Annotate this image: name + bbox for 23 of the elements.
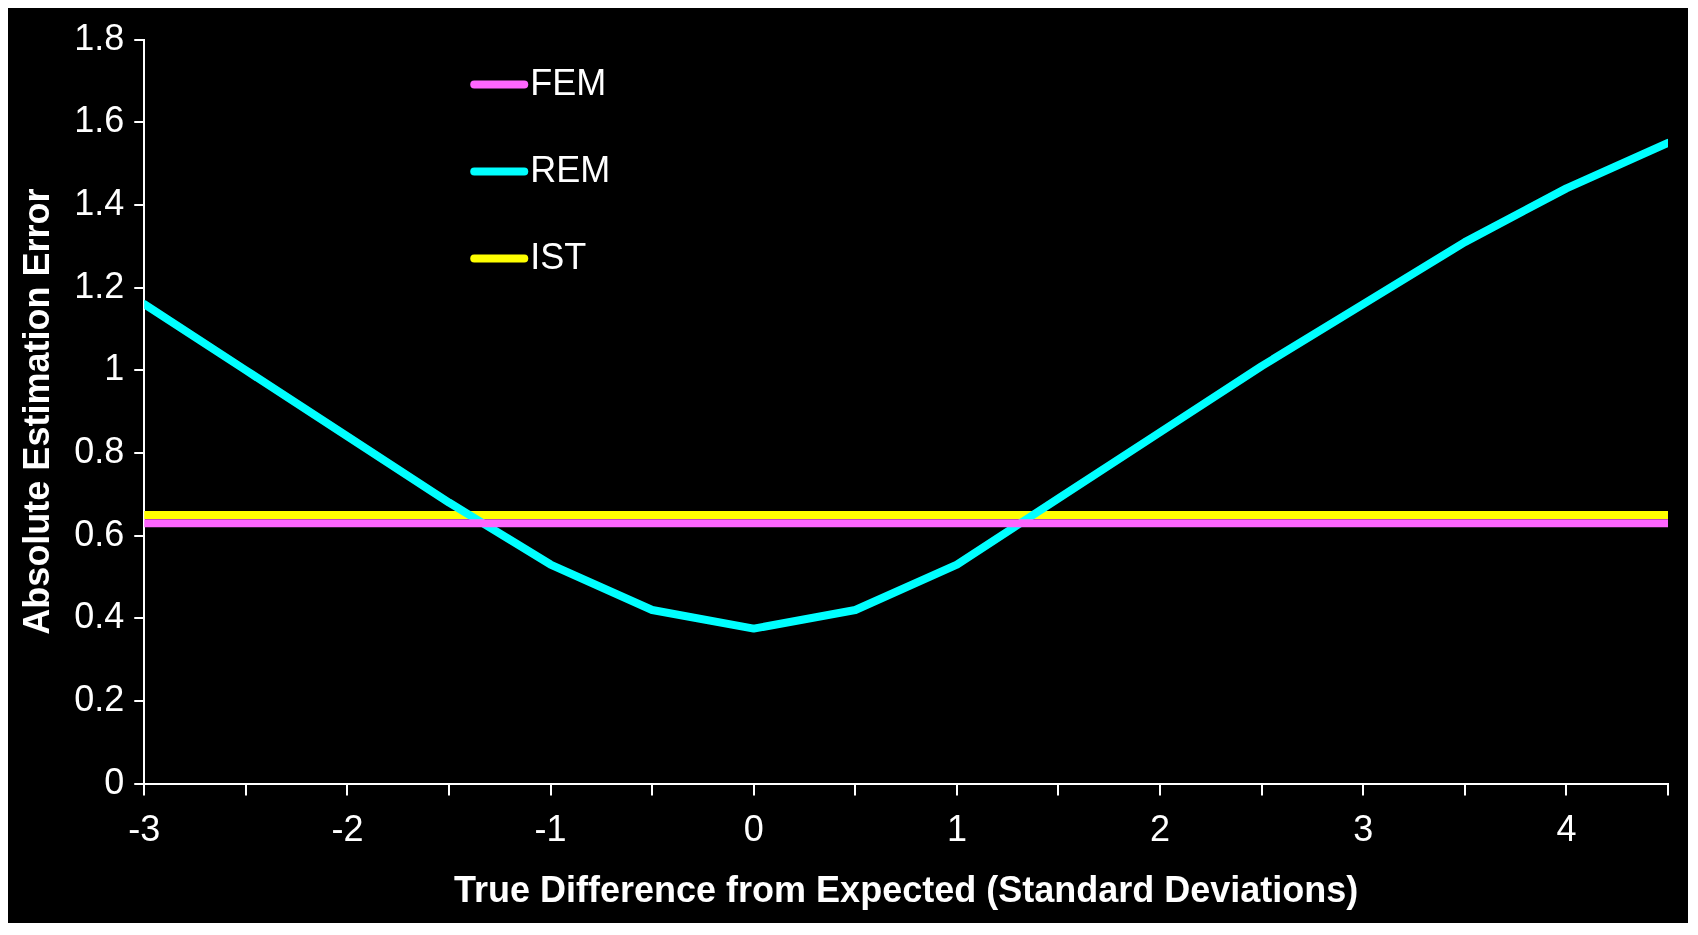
y-tick-label: 1.2: [74, 264, 125, 306]
x-tick-label: 2: [1150, 808, 1171, 850]
legend-label: REM: [530, 148, 611, 190]
y-tick-label: 0: [104, 760, 125, 802]
y-tick-label: 1.4: [74, 181, 125, 223]
x-tick-label: -1: [534, 808, 567, 850]
legend-label: FEM: [530, 61, 607, 103]
y-tick-label: 1: [104, 347, 125, 389]
y-tick-label: 0.2: [74, 677, 125, 719]
x-tick-label: 0: [743, 808, 764, 850]
y-tick-label: 1.6: [74, 99, 125, 141]
x-tick-label: -3: [128, 808, 161, 850]
y-tick-label: 1.8: [74, 16, 125, 58]
y-axis-title: Absolute Estimation Error: [15, 188, 57, 635]
x-axis-title: True Difference from Expected (Standard Deviations): [454, 869, 1359, 911]
y-tick-label: 0.4: [74, 595, 125, 637]
x-tick-label: 3: [1353, 808, 1374, 850]
legend-label: IST: [530, 235, 587, 277]
x-tick-label: -2: [331, 808, 364, 850]
y-tick-label: 0.6: [74, 512, 125, 554]
x-tick-label: 1: [946, 808, 967, 850]
x-tick-label: 4: [1556, 808, 1577, 850]
y-tick-label: 0.8: [74, 429, 125, 471]
